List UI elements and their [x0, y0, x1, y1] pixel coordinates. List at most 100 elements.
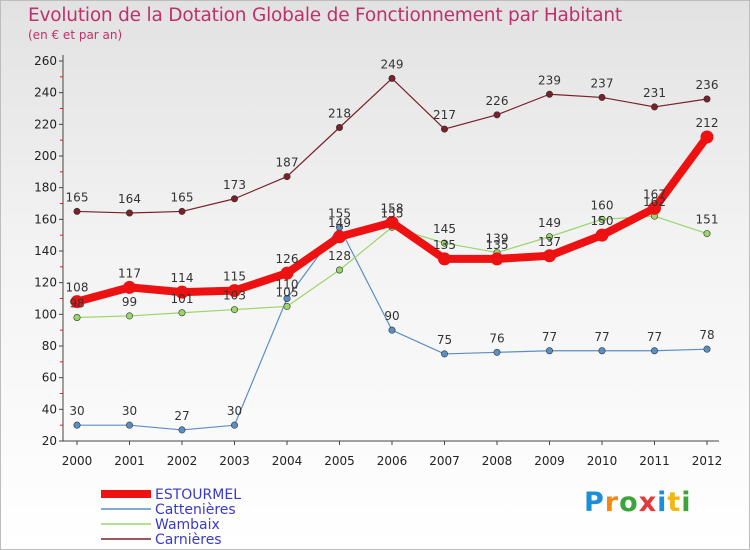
data-label-cattenieres: 75 — [437, 333, 452, 347]
data-label-estourmel: 135 — [433, 238, 456, 252]
data-point-carnieres — [440, 125, 448, 133]
logo-letter: x — [638, 487, 658, 518]
data-point-cattenieres — [598, 347, 606, 355]
x-tick-label: 2003 — [219, 454, 250, 468]
data-label-wambaix: 105 — [276, 285, 299, 299]
data-label-wambaix: 128 — [328, 249, 351, 263]
data-point-estourmel — [70, 295, 84, 309]
data-point-wambaix — [73, 313, 81, 321]
y-tick-label: 200 — [34, 149, 57, 163]
data-label-estourmel: 126 — [276, 252, 299, 266]
data-label-cattenieres: 30 — [227, 404, 242, 418]
x-tick-label: 2001 — [114, 454, 145, 468]
data-point-cattenieres — [126, 421, 134, 429]
data-point-estourmel — [543, 249, 556, 263]
data-label-estourmel: 117 — [118, 266, 141, 280]
data-point-cattenieres — [703, 345, 711, 353]
data-label-cattenieres: 77 — [542, 330, 557, 344]
data-label-carnieres: 239 — [538, 73, 561, 87]
data-label-wambaix: 149 — [538, 216, 561, 230]
logo-letter: i — [681, 487, 692, 518]
data-point-estourmel — [175, 285, 189, 299]
x-tick-label: 2007 — [429, 454, 460, 468]
y-tick-label: 40 — [42, 402, 57, 416]
data-point-carnieres — [703, 95, 711, 103]
data-point-estourmel — [438, 252, 451, 266]
data-point-estourmel — [280, 266, 294, 280]
data-label-estourmel: 158 — [381, 202, 404, 216]
data-point-wambaix — [283, 302, 291, 310]
data-point-carnieres — [231, 195, 239, 203]
data-point-estourmel — [700, 130, 714, 144]
data-point-carnieres — [335, 124, 343, 132]
data-label-cattenieres: 155 — [328, 206, 351, 220]
data-point-wambaix — [598, 215, 606, 223]
data-point-cattenieres — [545, 347, 553, 355]
data-label-cattenieres: 30 — [69, 404, 84, 418]
logo-letter: i — [657, 487, 668, 518]
data-point-carnieres — [650, 103, 658, 111]
data-label-wambaix: 98 — [69, 297, 84, 311]
data-point-estourmel — [333, 230, 346, 244]
data-label-cattenieres: 110 — [276, 278, 299, 292]
data-point-cattenieres — [178, 426, 186, 434]
data-label-wambaix: 99 — [122, 295, 137, 309]
data-point-wambaix — [178, 309, 186, 317]
data-label-carnieres: 217 — [433, 108, 456, 122]
y-tick-label: 220 — [34, 117, 57, 131]
y-tick-label: 80 — [42, 339, 57, 353]
y-tick-label: 20 — [42, 434, 57, 448]
data-point-estourmel — [123, 280, 136, 294]
data-label-carnieres: 226 — [486, 94, 509, 108]
data-label-carnieres: 236 — [696, 78, 719, 92]
data-label-wambaix: 139 — [486, 232, 509, 246]
x-tick-label: 2008 — [482, 454, 513, 468]
chart-title: Evolution de la Dotation Globale de Fonc… — [28, 5, 622, 26]
logo-letter: o — [619, 487, 639, 518]
data-point-carnieres — [493, 111, 501, 119]
data-label-cattenieres: 30 — [122, 404, 137, 418]
data-label-cattenieres: 77 — [647, 330, 662, 344]
legend-label-wambaix: Wambaix — [155, 517, 220, 533]
x-tick-label: 2012 — [692, 454, 723, 468]
data-point-cattenieres — [493, 348, 501, 356]
data-label-carnieres: 165 — [66, 190, 89, 204]
chart-subtitle: (en € et par an) — [28, 28, 123, 42]
proxiti-logo: Proxiti — [584, 487, 692, 518]
data-label-estourmel: 212 — [696, 116, 719, 130]
data-label-wambaix: 155 — [381, 206, 404, 220]
x-tick-label: 2000 — [62, 454, 93, 468]
data-label-carnieres: 218 — [328, 107, 351, 121]
data-point-wambaix — [335, 266, 343, 274]
data-label-estourmel: 149 — [328, 216, 351, 230]
data-point-estourmel — [385, 216, 399, 229]
data-label-wambaix: 162 — [643, 195, 666, 209]
data-point-wambaix — [231, 306, 239, 314]
x-tick-label: 2004 — [272, 454, 303, 468]
y-tick-label: 160 — [34, 212, 57, 226]
data-label-wambaix: 103 — [223, 289, 246, 303]
data-point-estourmel — [228, 284, 241, 298]
data-label-estourmel: 137 — [538, 235, 561, 249]
legend-label-cattenieres: Cattenières — [155, 502, 236, 518]
data-label-carnieres: 164 — [118, 192, 141, 206]
data-point-estourmel — [595, 228, 609, 242]
y-tick-label: 240 — [34, 86, 57, 100]
data-point-cattenieres — [388, 326, 396, 334]
data-label-estourmel: 167 — [643, 187, 666, 201]
data-point-cattenieres — [650, 347, 658, 355]
y-tick-label: 100 — [34, 307, 57, 321]
x-tick-label: 2010 — [587, 454, 618, 468]
legend-label-carnieres: Carnières — [155, 532, 222, 548]
data-point-wambaix — [440, 239, 448, 247]
data-point-carnieres — [545, 90, 553, 98]
x-tick-label: 2005 — [324, 454, 355, 468]
data-label-wambaix: 160 — [591, 198, 614, 212]
legend-label-estourmel: ESTOURMEL — [155, 487, 241, 503]
data-label-wambaix: 151 — [696, 213, 719, 227]
y-tick-label: 120 — [34, 276, 57, 290]
data-label-carnieres: 173 — [223, 178, 246, 192]
data-label-carnieres: 249 — [381, 57, 404, 71]
data-point-cattenieres — [73, 421, 81, 429]
